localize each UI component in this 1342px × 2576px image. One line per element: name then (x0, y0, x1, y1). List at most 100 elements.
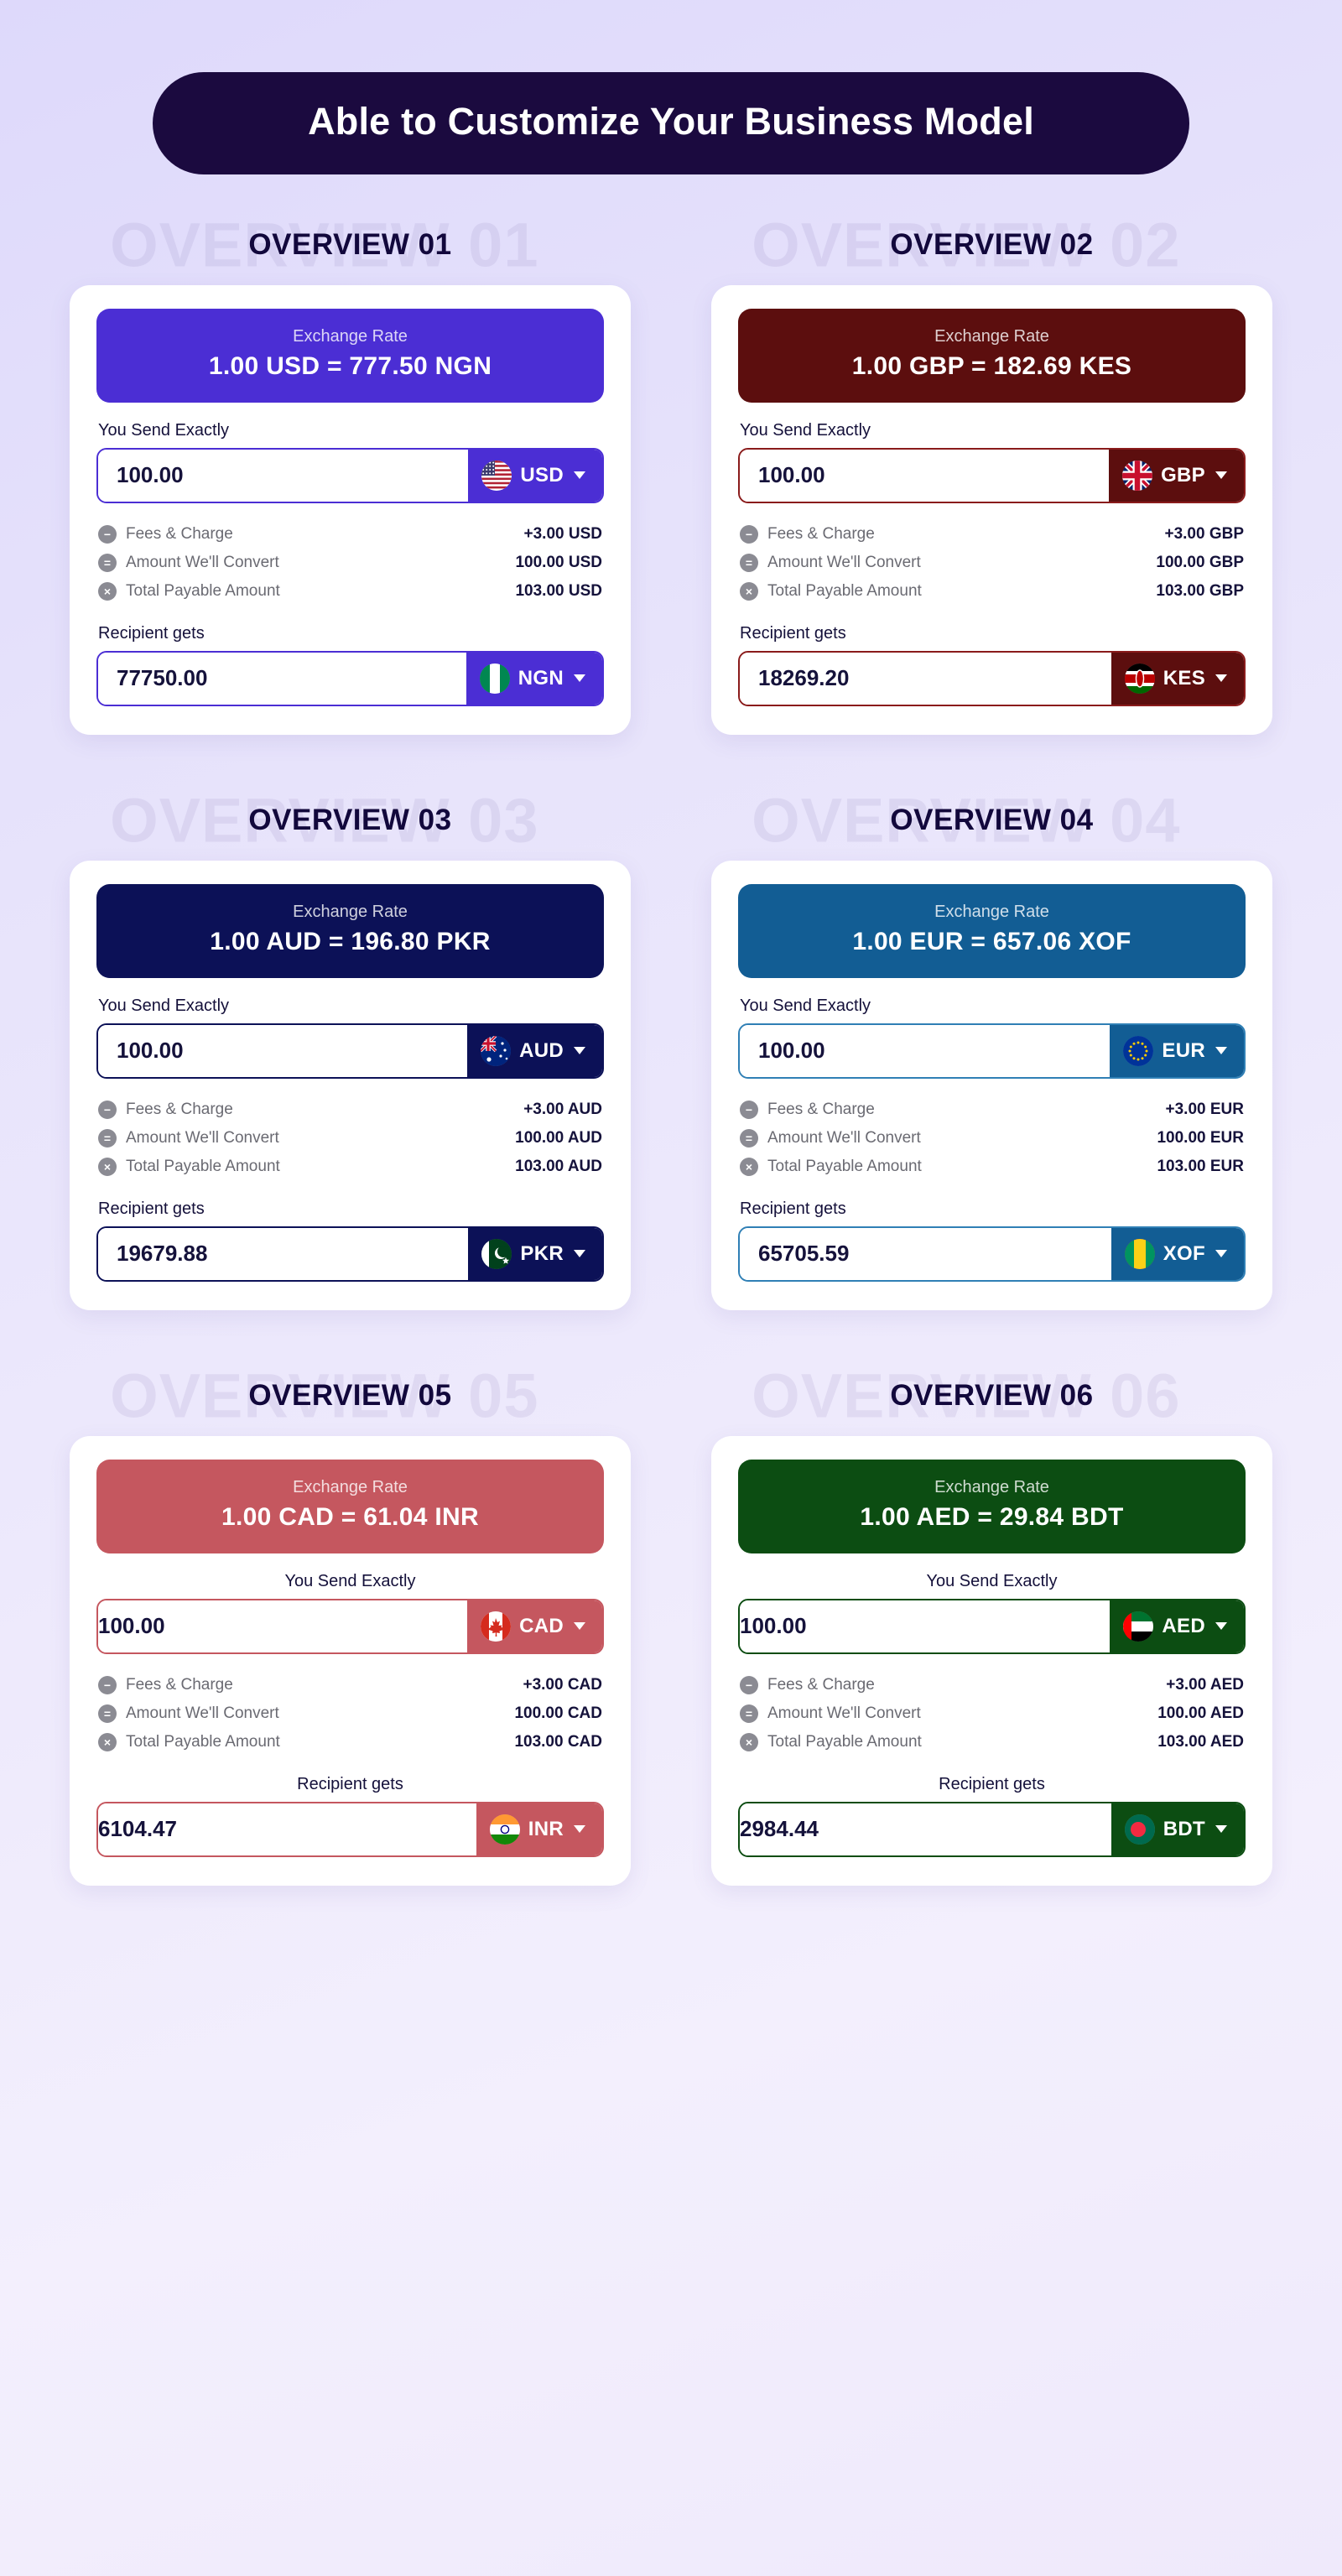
fee-row-total: × Total Payable Amount 103.00 AUD (96, 1153, 604, 1181)
ca-flag-icon (481, 1611, 512, 1642)
fee-row-total: × Total Payable Amount 103.00 CAD (96, 1728, 604, 1756)
receive-amount-input[interactable] (98, 652, 466, 705)
receive-currency-dropdown[interactable]: KES (1111, 652, 1244, 705)
send-currency-dropdown[interactable]: GBP (1109, 449, 1244, 502)
total-label: Total Payable Amount (126, 1157, 280, 1175)
recipient-gets-row: PKR (96, 1226, 604, 1282)
section-title: OVERVIEW 02 (890, 227, 1094, 261)
receive-amount-input[interactable] (740, 1227, 1111, 1280)
send-currency-dropdown[interactable]: CAD (467, 1600, 602, 1652)
fee-breakdown: − Fees & Charge +3.00 EUR = Amount We'll… (738, 1095, 1246, 1181)
you-send-row: USD (96, 447, 604, 503)
in-flag-icon (489, 1814, 520, 1845)
chevron-down-icon (574, 1047, 585, 1054)
you-send-label: You Send Exactly (740, 420, 871, 440)
receive-amount-input[interactable] (740, 1803, 1111, 1855)
convert-value: 100.00 GBP (1156, 553, 1244, 571)
receive-currency-dropdown[interactable]: NGN (466, 652, 602, 705)
total-value: 103.00 AUD (515, 1157, 602, 1175)
fee-label: Fees & Charge (767, 1675, 875, 1694)
convert-label: Amount We'll Convert (767, 553, 921, 571)
header-banner-wrapper: Able to Customize Your Business Model (0, 0, 1342, 174)
receive-currency-code: BDT (1163, 1817, 1205, 1840)
minus-circle-icon: − (98, 524, 117, 544)
send-amount-input[interactable] (98, 1600, 468, 1652)
header-banner: Able to Customize Your Business Model (153, 72, 1189, 174)
section-header: OVERVIEW 01 OVERVIEW 01 (38, 205, 663, 285)
chevron-down-icon (1215, 1047, 1227, 1054)
pk-flag-icon (481, 1238, 512, 1269)
send-currency-code: AUD (519, 1038, 564, 1062)
fee-row-charges: − Fees & Charge +3.00 EUR (738, 1095, 1246, 1124)
send-amount-input[interactable] (740, 449, 1110, 502)
page-title: Able to Customize Your Business Model (308, 100, 1034, 143)
fee-row-convert: = Amount We'll Convert 100.00 CAD (96, 1699, 604, 1728)
receive-currency-dropdown[interactable]: INR (476, 1803, 602, 1855)
minus-circle-icon: − (98, 1675, 117, 1694)
times-circle-icon: × (98, 1732, 117, 1751)
send-amount-input[interactable] (98, 1024, 468, 1077)
section-header: OVERVIEW 02 OVERVIEW 02 (679, 205, 1304, 285)
section-header: OVERVIEW 05 OVERVIEW 05 (38, 1356, 663, 1436)
fee-value: +3.00 CAD (523, 1675, 602, 1694)
chevron-down-icon (574, 471, 585, 479)
you-send-label: You Send Exactly (284, 1571, 416, 1590)
total-value: 103.00 USD (515, 581, 602, 600)
exchange-rate-value: 1.00 CAD = 61.04 INR (221, 1502, 479, 1531)
send-amount-input[interactable] (98, 449, 469, 502)
exchange-rate-box: Exchange Rate 1.00 AED = 29.84 BDT (738, 1459, 1246, 1553)
send-currency-dropdown[interactable]: EUR (1110, 1024, 1244, 1077)
section-title: OVERVIEW 06 (890, 1378, 1094, 1412)
equals-circle-icon: = (740, 553, 758, 572)
exchange-rate-box: Exchange Rate 1.00 CAD = 61.04 INR (96, 1459, 604, 1553)
recipient-gets-label: Recipient gets (939, 1774, 1045, 1793)
send-currency-code: USD (520, 463, 564, 487)
receive-amount-input[interactable] (98, 1227, 469, 1280)
receive-amount-input[interactable] (740, 652, 1111, 705)
receive-currency-dropdown[interactable]: XOF (1111, 1227, 1244, 1280)
recipient-gets-label: Recipient gets (98, 623, 205, 643)
you-send-row: GBP (738, 447, 1246, 503)
bd-flag-icon (1124, 1814, 1155, 1845)
send-currency-dropdown[interactable]: USD (468, 449, 602, 502)
total-label: Total Payable Amount (126, 1732, 280, 1751)
chevron-down-icon (1215, 674, 1227, 682)
fee-label: Fees & Charge (126, 1100, 233, 1118)
block-spacer (679, 1886, 1304, 1931)
receive-amount-input[interactable] (98, 1803, 476, 1855)
xof-flag-icon (1124, 1238, 1155, 1269)
exchange-rate-label: Exchange Rate (293, 902, 408, 921)
send-currency-dropdown[interactable]: AUD (467, 1024, 602, 1077)
overview-block: OVERVIEW 01 OVERVIEW 01 Exchange Rate 1.… (38, 205, 663, 780)
total-value: 103.00 CAD (514, 1732, 602, 1751)
fee-row-total: × Total Payable Amount 103.00 AED (738, 1728, 1246, 1756)
exchange-rate-value: 1.00 AUD = 196.80 PKR (210, 927, 491, 955)
convert-value: 100.00 AUD (515, 1128, 602, 1147)
fee-value: +3.00 AUD (523, 1100, 602, 1118)
convert-label: Amount We'll Convert (767, 1128, 921, 1147)
convert-value: 100.00 AED (1157, 1704, 1244, 1722)
fee-row-convert: = Amount We'll Convert 100.00 GBP (738, 549, 1246, 577)
eu-flag-icon (1123, 1035, 1154, 1066)
overview-block: OVERVIEW 06 OVERVIEW 06 Exchange Rate 1.… (679, 1356, 1304, 1931)
fee-value: +3.00 AED (1166, 1675, 1244, 1694)
recipient-gets-row: KES (738, 650, 1246, 706)
exchange-rate-label: Exchange Rate (293, 326, 408, 346)
section-title: OVERVIEW 03 (248, 803, 452, 836)
times-circle-icon: × (740, 1732, 758, 1751)
total-label: Total Payable Amount (767, 1732, 922, 1751)
converter-card: Exchange Rate 1.00 EUR = 657.06 XOF You … (711, 860, 1272, 1310)
equals-circle-icon: = (98, 1128, 117, 1147)
convert-label: Amount We'll Convert (126, 1128, 279, 1147)
fee-label: Fees & Charge (126, 1675, 233, 1694)
chevron-down-icon (574, 674, 585, 682)
receive-currency-dropdown[interactable]: BDT (1111, 1803, 1244, 1855)
you-send-row: AED (738, 1598, 1246, 1654)
fee-row-charges: − Fees & Charge +3.00 USD (96, 520, 604, 549)
send-currency-dropdown[interactable]: AED (1110, 1600, 1244, 1652)
send-amount-input[interactable] (740, 1600, 1111, 1652)
receive-currency-dropdown[interactable]: PKR (468, 1227, 602, 1280)
send-amount-input[interactable] (740, 1024, 1111, 1077)
convert-label: Amount We'll Convert (126, 1704, 279, 1722)
